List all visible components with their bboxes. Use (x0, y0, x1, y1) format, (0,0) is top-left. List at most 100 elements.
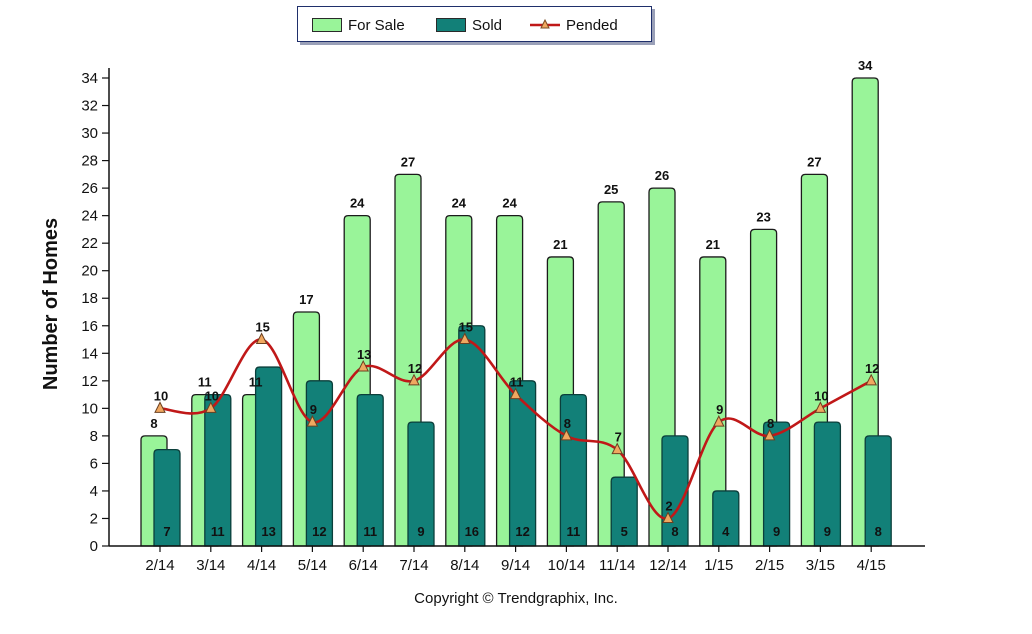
for-sale-value-label: 24 (452, 196, 467, 211)
y-tick-label: 6 (90, 455, 98, 472)
x-tick-label: 4/15 (857, 557, 886, 574)
x-tick-label: 10/14 (548, 557, 586, 574)
sold-value-label: 11 (567, 524, 581, 539)
sold-value-label: 11 (363, 524, 377, 539)
sold-bar (458, 325, 486, 547)
pended-value-label: 15 (459, 320, 473, 335)
copyright-text: Copyright © Trendgraphix, Inc. (414, 590, 618, 607)
for-sale-bar (597, 201, 625, 547)
sold-value-label: 12 (312, 524, 326, 539)
legend-label-pended: Pended (566, 16, 618, 34)
x-tick-label: 11/14 (599, 557, 635, 574)
for-sale-value-label: 27 (807, 154, 821, 169)
y-tick-label: 0 (90, 538, 98, 555)
for-sale-bar (851, 77, 879, 547)
x-tick-label: 1/15 (704, 557, 733, 574)
sold-bar (153, 448, 181, 547)
sold-value-label: 9 (773, 524, 780, 539)
legend-label-for-sale: For Sale (348, 16, 405, 34)
pended-value-label: 9 (716, 402, 723, 417)
sold-bar (813, 421, 842, 547)
legend-item-pended: Pended (530, 16, 618, 34)
y-tick-label: 2 (90, 510, 98, 527)
y-tick-label: 10 (81, 400, 98, 417)
for-sale-value-label: 25 (604, 182, 618, 197)
pended-value-label: 13 (357, 347, 371, 362)
pended-value-label: 10 (154, 388, 168, 403)
legend-item-for-sale: For Sale (312, 16, 405, 34)
sold-value-label: 7 (163, 524, 170, 539)
sold-value-label: 11 (211, 524, 225, 539)
y-tick-label: 24 (81, 208, 98, 225)
sold-value-label: 5 (621, 524, 628, 539)
pended-marker (712, 414, 725, 427)
legend: For Sale Sold Pended (297, 6, 652, 42)
x-tick-label: 7/14 (399, 557, 428, 574)
pended-value-label: 7 (615, 430, 622, 445)
pended-marker (611, 442, 624, 455)
sold-swatch (436, 18, 466, 32)
pended-value-label: 11 (510, 375, 524, 390)
y-tick-label: 8 (90, 428, 98, 445)
pended-value-label: 10 (205, 388, 219, 403)
for-sale-value-label: 8 (150, 416, 157, 431)
sold-bar (204, 393, 232, 547)
x-tick-label: 9/14 (501, 557, 530, 574)
for-sale-value-label: 26 (655, 168, 669, 183)
for-sale-value-label: 21 (706, 237, 720, 252)
pended-value-label: 2 (665, 498, 672, 513)
pended-value-label: 12 (408, 361, 422, 376)
y-tick-label: 20 (81, 263, 98, 280)
sold-bar (407, 421, 435, 547)
pended-marker (662, 511, 674, 523)
y-tick-label: 34 (81, 70, 98, 87)
pended-marker (154, 401, 166, 413)
sold-value-label: 12 (515, 524, 529, 539)
x-tick-label: 2/15 (755, 557, 784, 574)
pended-value-label: 12 (865, 361, 879, 376)
pended-legend-icon (530, 18, 560, 29)
y-axis-label: Number of Homes (40, 218, 62, 390)
x-tick-label: 4/14 (247, 557, 276, 574)
sold-bar (864, 435, 892, 547)
sold-value-label: 9 (824, 524, 831, 539)
for-sale-value-label: 24 (350, 196, 365, 211)
for-sale-swatch (312, 18, 342, 32)
y-tick-label: 32 (81, 98, 98, 115)
sold-value-label: 8 (671, 524, 678, 539)
x-tick-label: 2/14 (145, 557, 174, 574)
for-sale-bar (699, 256, 727, 547)
pended-marker (255, 332, 268, 345)
pended-value-label: 15 (255, 320, 269, 335)
y-tick-label: 16 (81, 318, 98, 335)
legend-item-sold: Sold (436, 16, 502, 34)
pended-marker (560, 428, 573, 441)
legend-label-sold: Sold (472, 16, 503, 34)
x-tick-label: 3/15 (806, 557, 835, 574)
sold-value-label: 13 (261, 524, 275, 539)
pended-marker (865, 373, 878, 386)
pended-value-label: 8 (564, 416, 571, 431)
sold-bar (762, 421, 791, 547)
y-tick-label: 22 (81, 235, 98, 252)
for-sale-value-label: 23 (756, 209, 770, 224)
y-tick-label: 28 (81, 153, 98, 170)
y-tick-label: 4 (90, 483, 98, 500)
x-tick-label: 5/14 (298, 557, 327, 574)
pended-marker (306, 414, 319, 427)
pended-marker (408, 373, 420, 386)
sold-value-label: 16 (465, 524, 479, 539)
sold-bar (356, 393, 384, 547)
sold-value-label: 4 (722, 524, 730, 539)
pended-value-label: 9 (310, 402, 317, 417)
pended-value-label: 10 (814, 388, 828, 403)
x-tick-label: 3/14 (196, 557, 225, 574)
for-sale-value-label: 11 (198, 375, 212, 390)
for-sale-value-label: 21 (553, 237, 567, 252)
sold-value-label: 8 (875, 524, 882, 539)
pended-marker (357, 359, 370, 372)
pended-value-label: 8 (767, 416, 774, 431)
y-tick-label: 14 (81, 345, 98, 362)
